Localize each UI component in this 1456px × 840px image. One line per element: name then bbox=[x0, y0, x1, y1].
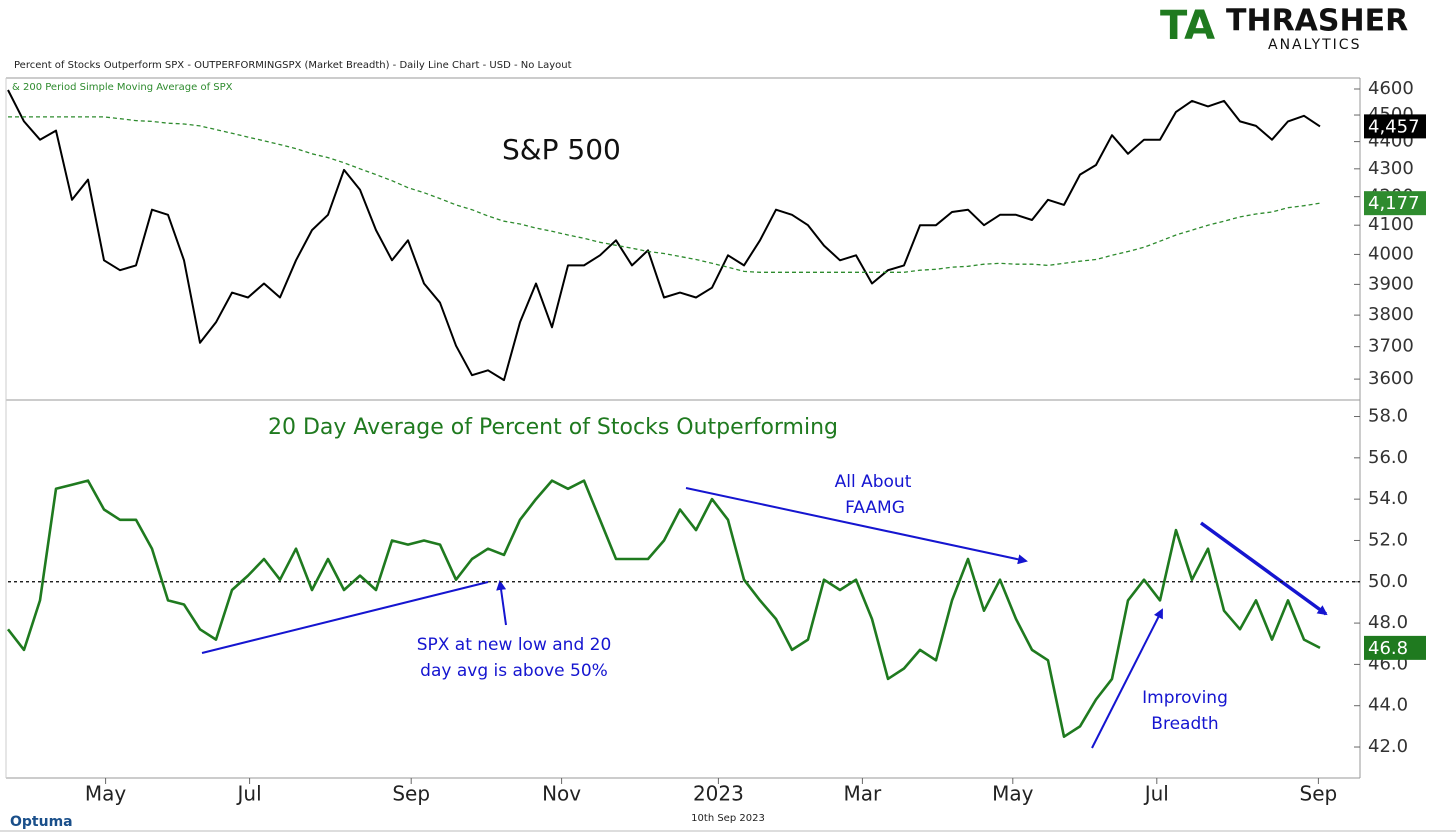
y-tick-label: 44.0 bbox=[1368, 695, 1408, 716]
y-tick-label: 3600 bbox=[1368, 368, 1414, 389]
annotation-arrow bbox=[1199, 521, 1328, 616]
panel-title: 20 Day Average of Percent of Stocks Outp… bbox=[268, 415, 838, 440]
footer-brand: Optuma bbox=[10, 814, 73, 830]
header: Percent of Stocks Outperform SPX - OUTPE… bbox=[14, 60, 572, 71]
legend-entry: & 200 Period Simple Moving Average of SP… bbox=[12, 82, 233, 93]
last-value-box bbox=[1364, 114, 1426, 139]
annotation-arrow bbox=[1091, 608, 1163, 749]
annotation: FAAMG bbox=[845, 498, 905, 518]
panel-title: S&P 500 bbox=[502, 133, 621, 166]
last-value-label: 4,457 bbox=[1368, 116, 1420, 137]
y-tick-label: 3800 bbox=[1368, 304, 1414, 325]
annotation-arrow bbox=[496, 580, 507, 626]
y-tick-label: 56.0 bbox=[1368, 447, 1408, 468]
x-tick-label: May bbox=[992, 782, 1034, 806]
x-tick-label: Jul bbox=[1143, 782, 1169, 806]
y-tick-label: 48.0 bbox=[1368, 612, 1408, 633]
annotation-arrow bbox=[685, 487, 1028, 565]
y-tick-label: 4600 bbox=[1368, 78, 1414, 99]
y-tick-label: 42.0 bbox=[1368, 736, 1408, 757]
logo-name: THRASHER bbox=[1226, 4, 1408, 39]
y-tick-label: 50.0 bbox=[1368, 571, 1408, 592]
annotation: SPX at new low and 20 bbox=[417, 635, 612, 655]
annotation: Improving bbox=[1142, 688, 1228, 708]
y-tick-label: 54.0 bbox=[1368, 488, 1408, 509]
x-tick-label: Mar bbox=[844, 782, 883, 806]
y-tick-label: 3700 bbox=[1368, 336, 1414, 357]
x-tick-label: Sep bbox=[1300, 782, 1338, 806]
series-line bbox=[6, 479, 1321, 738]
x-tick-label: May bbox=[85, 782, 127, 806]
y-tick-label: 58.0 bbox=[1368, 406, 1408, 427]
annotation: Breadth bbox=[1151, 714, 1218, 734]
y-tick-label: 4100 bbox=[1368, 214, 1414, 235]
logo-sub: ANALYTICS bbox=[1268, 37, 1361, 53]
logo-mark: TA bbox=[1160, 3, 1215, 49]
x-tick-label: 2023 bbox=[693, 782, 744, 806]
annotation: All About bbox=[835, 472, 912, 492]
last-value-label: 4,177 bbox=[1368, 193, 1420, 214]
footer-date: 10th Sep 2023 bbox=[691, 813, 765, 824]
last-value-box bbox=[1364, 635, 1426, 660]
x-tick-label: Nov bbox=[542, 782, 581, 806]
x-tick-label: Jul bbox=[236, 782, 262, 806]
annotation: day avg is above 50% bbox=[420, 661, 608, 681]
x-tick-label: Sep bbox=[392, 782, 430, 806]
y-tick-label: 3900 bbox=[1368, 273, 1414, 294]
last-value-box bbox=[1364, 191, 1426, 216]
y-tick-label: 52.0 bbox=[1368, 529, 1408, 550]
y-tick-label: 4300 bbox=[1368, 158, 1414, 179]
last-value-label: 46.8 bbox=[1368, 638, 1408, 659]
series-line bbox=[7, 89, 1321, 382]
series-line bbox=[8, 116, 1321, 273]
annotation-line bbox=[201, 581, 489, 654]
y-tick-label: 4000 bbox=[1368, 243, 1414, 264]
